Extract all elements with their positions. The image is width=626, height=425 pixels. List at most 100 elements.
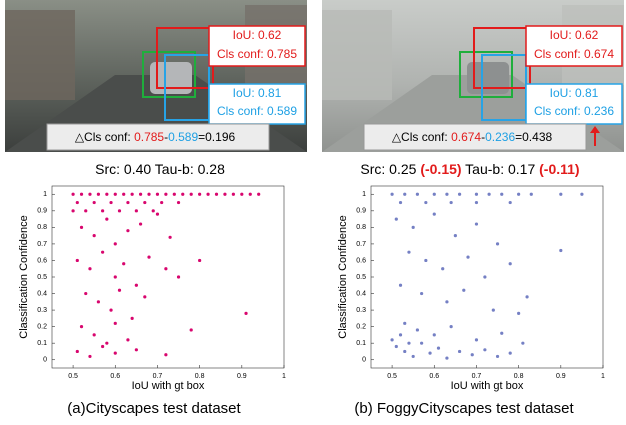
point: [143, 295, 146, 298]
point: [509, 352, 512, 355]
point: [114, 193, 117, 196]
point: [164, 193, 167, 196]
x-tick-label: 0.7: [472, 373, 482, 380]
point: [395, 345, 398, 348]
delta-part: 0.589: [168, 130, 198, 144]
point: [109, 201, 112, 204]
conf-label: Cls conf: 0.785: [217, 47, 297, 61]
point: [114, 242, 117, 245]
y-tick-label: 0.7: [37, 241, 47, 248]
x-tick-label: 1: [601, 373, 605, 380]
point: [122, 193, 125, 196]
point: [173, 193, 176, 196]
point: [521, 342, 524, 345]
x-tick-label: 0.5: [387, 373, 397, 380]
point: [122, 262, 125, 265]
delta-part: 0.674: [451, 130, 481, 144]
y-tick-label: 0.6: [37, 257, 47, 264]
delta-formula: △Cls conf: 0.674-0.236=0.438: [392, 130, 553, 144]
delta-part: △Cls conf:: [392, 130, 451, 144]
point: [93, 234, 96, 237]
delta-part: =0.196: [198, 130, 235, 144]
point: [160, 201, 163, 204]
point: [445, 300, 448, 303]
point: [88, 193, 91, 196]
point: [135, 348, 138, 351]
point: [517, 312, 520, 315]
point: [143, 201, 146, 204]
point: [412, 355, 415, 358]
point: [244, 312, 247, 315]
title-part: (-0.15): [420, 161, 461, 177]
y-tick-label: 1: [43, 191, 47, 198]
y-tick-label: 0.8: [356, 224, 366, 231]
x-axis-label: IoU with gt box: [132, 380, 205, 392]
point: [488, 193, 491, 196]
iou-label: IoU: 0.81: [550, 86, 599, 100]
point: [500, 332, 503, 335]
point: [496, 242, 499, 245]
point: [420, 342, 423, 345]
x-tick-label: 0.6: [110, 373, 120, 380]
point: [76, 350, 79, 353]
y-tick-label: 0.6: [356, 257, 366, 264]
point: [428, 352, 431, 355]
point: [177, 201, 180, 204]
y-tick-label: 0.3: [356, 307, 366, 314]
point: [84, 292, 87, 295]
point: [114, 322, 117, 325]
point: [399, 284, 402, 287]
point: [80, 193, 83, 196]
point: [198, 193, 201, 196]
x-tick-label: 0.8: [195, 373, 205, 380]
point: [101, 251, 104, 254]
title-part: Src: 0.25: [360, 161, 420, 177]
point: [454, 234, 457, 237]
point: [105, 193, 108, 196]
point: [466, 256, 469, 259]
delta-formula: △Cls conf: 0.785-0.589=0.196: [75, 130, 236, 144]
point: [403, 322, 406, 325]
y-tick-label: 0.1: [356, 340, 366, 347]
point: [450, 325, 453, 328]
point: [71, 209, 74, 212]
point: [135, 284, 138, 287]
y-tick-label: 0.5: [37, 274, 47, 281]
point: [232, 193, 235, 196]
conf-label: Cls conf: 0.589: [217, 104, 297, 118]
delta-part: 0.236: [485, 130, 515, 144]
point: [88, 267, 91, 270]
y-tick-label: 0.2: [37, 323, 47, 330]
conf-label: Cls conf: 0.236: [534, 104, 614, 118]
delta-part: 0.785: [134, 130, 164, 144]
point: [101, 209, 104, 212]
x-tick-label: 0.5: [68, 373, 78, 380]
point: [399, 201, 402, 204]
point: [257, 193, 260, 196]
y-tick-label: 0.5: [356, 274, 366, 281]
iou-label: IoU: 0.62: [233, 28, 282, 42]
point: [139, 193, 142, 196]
y-axis-label: Classification Confidence: [18, 215, 30, 339]
title-part: Src: 0.40 Tau-b: 0.28: [95, 161, 225, 177]
point: [93, 201, 96, 204]
figure: IoU: 0.62 Cls conf: 0.785 IoU: 0.81 Cls con…: [0, 0, 626, 425]
point: [97, 193, 100, 196]
point: [105, 217, 108, 220]
point: [471, 353, 474, 356]
point: [101, 345, 104, 348]
conf-label: Cls conf: 0.674: [534, 47, 614, 61]
point: [437, 347, 440, 350]
point: [433, 333, 436, 336]
point: [403, 350, 406, 353]
point: [118, 289, 121, 292]
x-tick-label: 0.7: [153, 373, 163, 380]
y-tick-label: 0: [362, 357, 366, 364]
point: [215, 193, 218, 196]
point: [420, 292, 423, 295]
point: [433, 213, 436, 216]
point: [559, 249, 562, 252]
point: [403, 193, 406, 196]
delta-part: △Cls conf:: [75, 130, 134, 144]
point: [76, 259, 79, 262]
